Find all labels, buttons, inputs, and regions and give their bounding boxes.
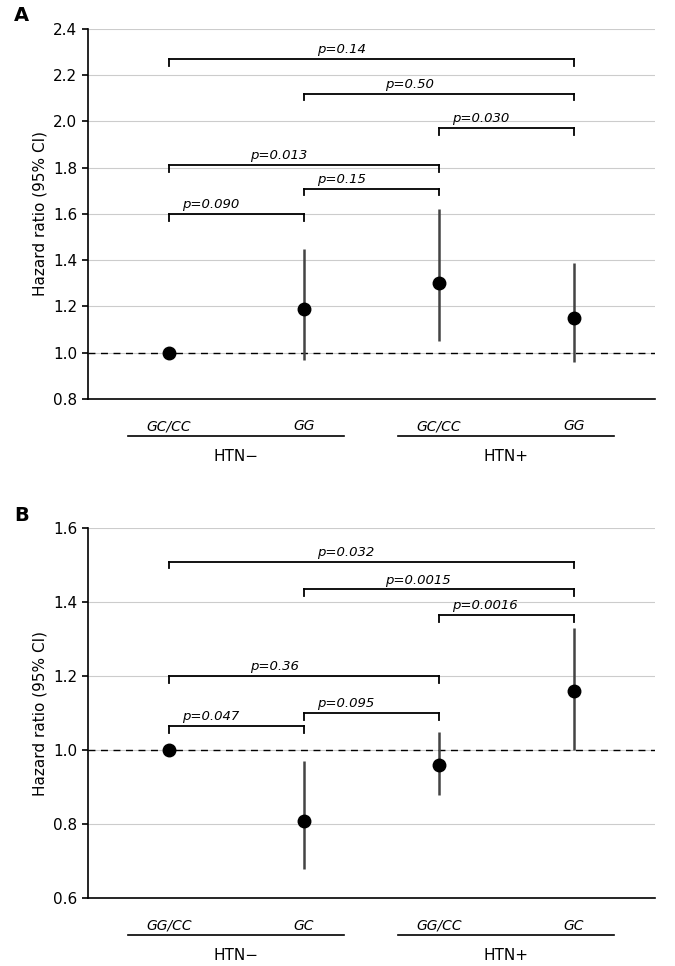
Text: p=0.50: p=0.50: [385, 77, 433, 91]
Text: GC/CC: GC/CC: [146, 419, 191, 434]
Text: GG: GG: [293, 419, 315, 434]
Text: p=0.013: p=0.013: [250, 150, 307, 162]
Text: HTN+: HTN+: [484, 949, 529, 963]
Text: p=0.090: p=0.090: [182, 198, 240, 211]
Text: p=0.36: p=0.36: [250, 661, 298, 673]
Text: p=0.14: p=0.14: [317, 43, 366, 56]
Text: p=0.0016: p=0.0016: [452, 599, 518, 612]
Text: p=0.0015: p=0.0015: [385, 574, 450, 586]
Text: GC/CC: GC/CC: [416, 419, 461, 434]
Text: GG/CC: GG/CC: [146, 919, 192, 933]
Y-axis label: Hazard ratio (95% CI): Hazard ratio (95% CI): [32, 131, 47, 297]
Text: p=0.030: p=0.030: [452, 112, 510, 126]
Text: HTN+: HTN+: [484, 449, 529, 464]
Text: GG: GG: [563, 419, 585, 434]
Text: GC: GC: [294, 919, 314, 933]
Text: GC: GC: [564, 919, 584, 933]
Text: p=0.032: p=0.032: [317, 546, 375, 558]
Y-axis label: Hazard ratio (95% CI): Hazard ratio (95% CI): [32, 631, 47, 796]
Text: p=0.095: p=0.095: [317, 697, 375, 710]
Text: p=0.15: p=0.15: [317, 173, 366, 185]
Text: HTN−: HTN−: [214, 949, 259, 963]
Text: A: A: [14, 7, 29, 25]
Text: p=0.047: p=0.047: [182, 710, 240, 724]
Text: B: B: [14, 506, 29, 525]
Text: HTN−: HTN−: [214, 449, 259, 464]
Text: GG/CC: GG/CC: [416, 919, 462, 933]
